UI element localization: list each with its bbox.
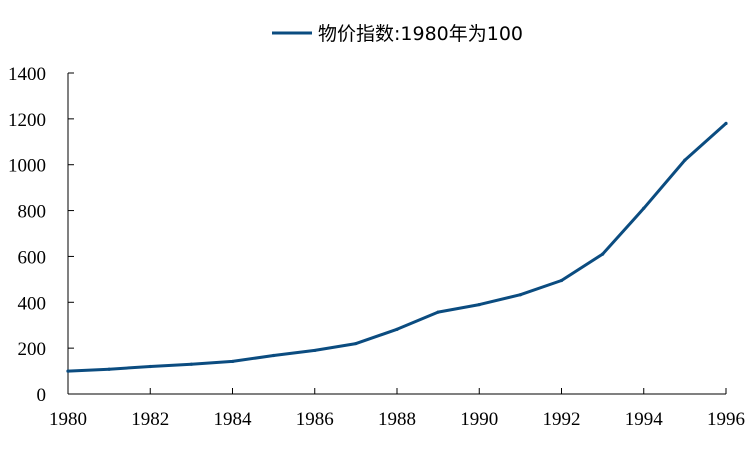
data-point (683, 158, 687, 162)
data-point (230, 359, 235, 364)
data-point (642, 206, 646, 210)
x-tick-label: 1992 (543, 409, 581, 430)
data-point (272, 353, 276, 358)
y-tick-label: 600 (18, 247, 47, 268)
y-tick-label: 800 (18, 202, 47, 223)
y-tick-label: 1000 (8, 156, 46, 177)
y-tick-label: 200 (18, 339, 47, 360)
data-point (436, 310, 440, 314)
x-tick-label: 1990 (460, 409, 498, 430)
series-line-0 (66, 121, 728, 373)
x-tick-label: 1982 (131, 409, 169, 430)
data-point (518, 293, 522, 297)
data-point (477, 302, 481, 307)
x-tick-label: 1986 (296, 409, 334, 430)
y-tick-label: 1200 (8, 110, 46, 131)
data-point (395, 327, 399, 331)
data-point (559, 278, 564, 283)
axes (67, 73, 726, 395)
data-point (601, 252, 605, 256)
x-tick-label: 1996 (707, 409, 745, 430)
x-tick-label: 1984 (214, 409, 253, 430)
data-point (148, 364, 152, 369)
data-point (313, 348, 317, 353)
y-tick-label: 0 (37, 385, 47, 406)
x-tick-label: 1994 (625, 409, 664, 430)
y-axis-ticks: 0 200 400 600 800 1000 1200 1400 (8, 64, 74, 406)
x-tick-label: 1988 (378, 409, 416, 430)
y-tick-label: 400 (18, 293, 47, 314)
data-point (189, 362, 193, 366)
data-point (107, 367, 111, 371)
data-point (354, 341, 358, 346)
legend-label: 物价指数:1980年为100 (318, 23, 523, 45)
y-tick-label: 1400 (8, 64, 46, 85)
legend: 物价指数:1980年为100 (272, 23, 523, 45)
x-axis-ticks: 1980 1982 1984 1986 1988 1990 1992 1994 1996 (49, 388, 745, 430)
x-tick-label: 1980 (49, 409, 87, 430)
series-group (66, 121, 728, 373)
data-point (724, 121, 728, 126)
data-point (66, 369, 70, 373)
